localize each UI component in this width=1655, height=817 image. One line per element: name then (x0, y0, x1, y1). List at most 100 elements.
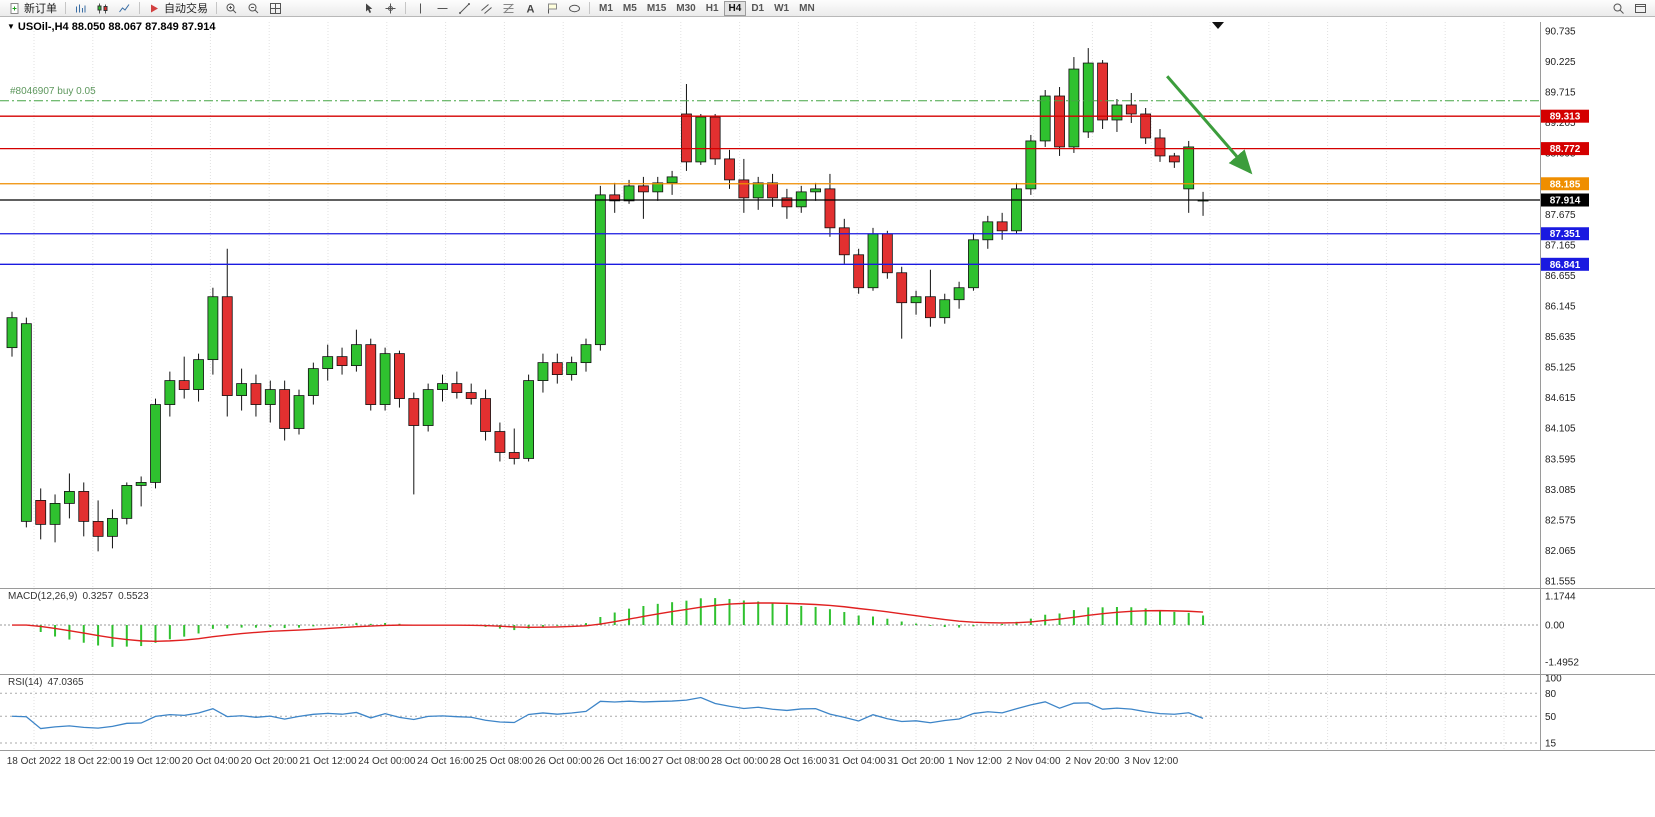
candle-up (150, 404, 161, 483)
candle-up (652, 182, 664, 193)
window-list-button[interactable] (1630, 1, 1651, 16)
price-axis-label: 82.065 (1545, 546, 1576, 557)
time-axis-label: 28 Oct 00:00 (711, 756, 769, 767)
chart-bars-icon (76, 4, 86, 12)
candle-up (810, 188, 821, 193)
price-badge-label: 87.914 (1550, 196, 1581, 207)
rsi-line (11, 696, 1204, 730)
candle-down (551, 362, 563, 376)
candle-up (752, 182, 764, 199)
candle-up (1025, 140, 1037, 190)
timeframe-mn-button[interactable]: MN (794, 1, 820, 16)
horizontal-line-button[interactable] (432, 1, 453, 16)
fibonacci-icon (503, 3, 514, 13)
candle-up (795, 191, 807, 208)
fibonacci-button[interactable] (498, 1, 519, 16)
search-button[interactable] (1608, 1, 1629, 16)
cursor-button[interactable] (358, 1, 379, 16)
candle-down (738, 179, 750, 199)
new-order-icon (10, 2, 19, 14)
timeframe-m1-button[interactable]: M1 (594, 1, 618, 16)
auto-trading-label: 自动交易 (164, 3, 208, 15)
candle-down (221, 296, 233, 396)
text-button[interactable]: A (520, 1, 541, 16)
time-axis-label: 31 Oct 20:00 (887, 756, 945, 767)
rsi-axis-label: 15 (1545, 739, 1557, 750)
chart-candles-button[interactable] (92, 1, 113, 16)
price-axis-label: 86.145 (1545, 302, 1576, 313)
zoom-in-button[interactable] (221, 1, 242, 16)
candle-up (666, 176, 678, 184)
chart-bars-button[interactable] (70, 1, 91, 16)
candle-up (164, 380, 176, 405)
price-badge-label: 89.313 (1550, 112, 1581, 123)
new-order-label: 新订单 (24, 3, 57, 15)
price-axis-label: 86.655 (1545, 271, 1576, 282)
price-badge-label: 88.772 (1550, 144, 1581, 155)
svg-text:A: A (527, 3, 535, 15)
trendline-icon (459, 2, 470, 14)
timeframe-h1-button[interactable]: H1 (701, 1, 724, 16)
candle-up (236, 383, 248, 396)
chart-line-button[interactable] (114, 1, 135, 16)
candle-up (121, 485, 133, 519)
candle-up (623, 185, 635, 202)
price-badge (1541, 109, 1589, 123)
time-axis-label: 18 Oct 2022 (7, 756, 62, 767)
time-axis-label: 21 Oct 12:00 (299, 756, 357, 767)
time-axis-label: 20 Oct 20:00 (241, 756, 299, 767)
candle-up (322, 356, 334, 370)
price-badge (1541, 193, 1589, 207)
channel-button[interactable] (476, 1, 497, 16)
auto-trading-button[interactable]: 自动交易 (144, 1, 212, 16)
timeframe-m5-button[interactable]: M5 (618, 1, 642, 16)
candle-down (1097, 62, 1108, 121)
crosshair-icon (385, 3, 396, 13)
trendline-button[interactable] (454, 1, 475, 16)
vertical-line-button[interactable] (410, 1, 431, 16)
rsi-axis-label: 50 (1545, 712, 1557, 723)
time-axis-label: 24 Oct 00:00 (358, 756, 416, 767)
candle-up (695, 116, 707, 163)
timeframe-d1-button[interactable]: D1 (746, 1, 769, 16)
timeframe-w1-button[interactable]: W1 (769, 1, 794, 16)
candle-up (580, 344, 592, 364)
candle-down (178, 380, 190, 390)
candle-down (1140, 113, 1152, 139)
candle-down (465, 392, 477, 399)
candle-up (523, 380, 534, 459)
candle-down (925, 296, 936, 319)
zoom-out-button[interactable] (243, 1, 264, 16)
shapes-button[interactable] (564, 1, 585, 16)
candle-up (1011, 188, 1022, 232)
tile-windows-button[interactable] (265, 1, 286, 16)
search-icon (1613, 3, 1624, 14)
price-badge (1541, 177, 1589, 191)
candle-up (135, 482, 147, 486)
candle-down (394, 353, 405, 399)
price-axis-label: 85.125 (1545, 363, 1576, 374)
crosshair-button[interactable] (380, 1, 401, 16)
time-axis-label: 1 Nov 12:00 (948, 756, 1002, 767)
time-axis-label: 24 Oct 16:00 (417, 756, 475, 767)
candle-up (1111, 104, 1123, 121)
timeframe-h4-button[interactable]: H4 (723, 0, 747, 16)
time-axis-label: 28 Oct 16:00 (770, 756, 828, 767)
timeframe-m15-button[interactable]: M15 (642, 1, 671, 16)
tile-windows-icon (270, 2, 281, 14)
toolbar-separator (589, 2, 590, 14)
candle-down (480, 398, 491, 432)
candle-down (1125, 104, 1137, 115)
candle-down (451, 383, 463, 393)
candle-down (494, 431, 506, 453)
price-axis-label: 83.085 (1545, 485, 1576, 496)
new-order-button[interactable]: 新订单 (4, 1, 61, 16)
candle-up (422, 389, 434, 426)
candle-down (336, 356, 348, 367)
price-badge (1541, 227, 1589, 241)
timeframe-m30-button[interactable]: M30 (671, 1, 700, 16)
horizontal-line-icon (437, 7, 448, 9)
text-label-button[interactable] (542, 1, 563, 16)
time-axis-label: 18 Oct 22:00 (64, 756, 122, 767)
